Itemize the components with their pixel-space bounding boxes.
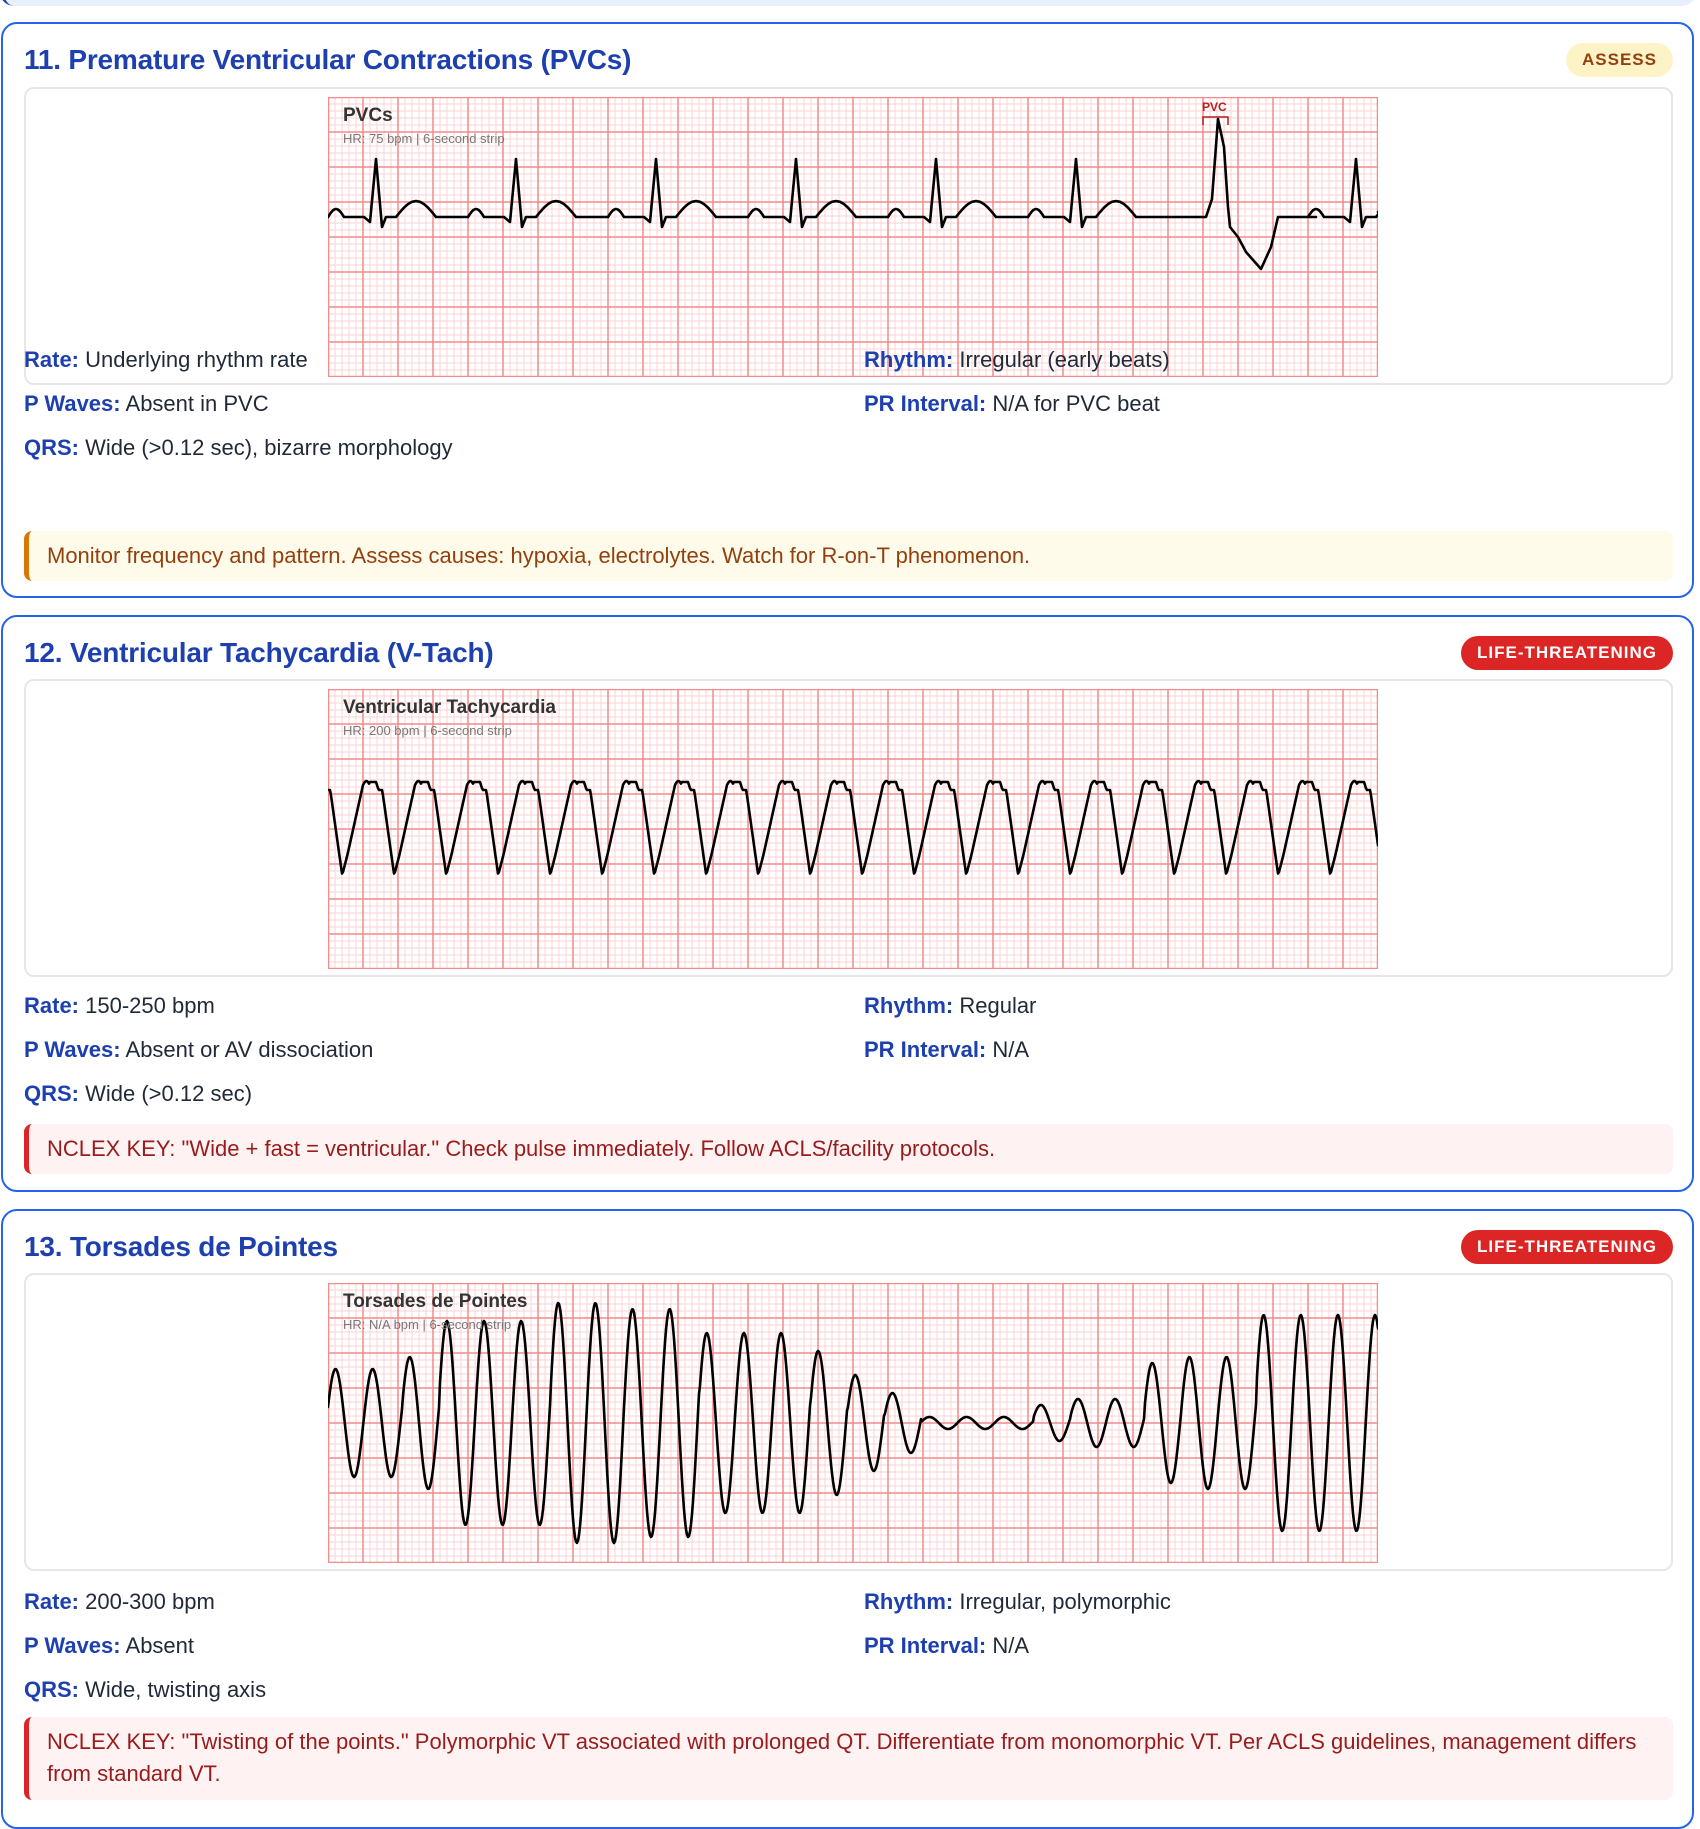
- nclex-key-note: NCLEX KEY: "Twisting of the points." Pol…: [24, 1717, 1673, 1800]
- strip-subtitle: HR: 75 bpm | 6-second strip: [343, 131, 505, 146]
- nclex-key-note: NCLEX KEY: "Wide + fast = ventricular." …: [24, 1124, 1673, 1174]
- strip-title: Ventricular Tachycardia: [343, 697, 556, 718]
- card-title: 12. Ventricular Tachycardia (V-Tach): [24, 637, 494, 668]
- strip-subtitle: HR: 200 bpm | 6-second strip: [343, 723, 512, 738]
- status-badge: LIFE-THREATENING: [1460, 1230, 1673, 1264]
- rate-field: Rate: 200-300 bpm: [24, 1589, 215, 1614]
- qrs-field: QRS: Wide (>0.12 sec): [24, 1081, 253, 1106]
- svg-text:PVC: PVC: [1202, 100, 1227, 114]
- ecg-strip: Torsades de Pointes HR: N/A bpm | 6-seco…: [328, 1283, 1378, 1563]
- rhythm-card-vtach: 12. Ventricular Tachycardia (V-Tach) LIF…: [1, 615, 1694, 1192]
- ecg-strip-container: Ventricular Tachycardia HR: 200 bpm | 6-…: [24, 679, 1673, 977]
- rhythm-card-pvc: 11. Premature Ventricular Contractions (…: [1, 22, 1694, 598]
- ecg-waveform: [328, 1283, 1378, 1563]
- strip-title: Torsades de Pointes: [343, 1291, 528, 1312]
- clinical-note: Monitor frequency and pattern. Assess ca…: [24, 531, 1673, 581]
- rate-field: Rate: Underlying rhythm rate: [24, 347, 308, 372]
- strip-title: PVCs: [343, 105, 393, 126]
- p-waves-field: P Waves: Absent or AV dissociation: [24, 1037, 374, 1062]
- rate-field: Rate: 150-250 bpm: [24, 993, 215, 1018]
- ecg-strip-container: Torsades de Pointes HR: N/A bpm | 6-seco…: [24, 1273, 1673, 1571]
- card-title: 13. Torsades de Pointes: [24, 1231, 338, 1262]
- ecg-waveform: PVC: [328, 97, 1378, 377]
- rhythm-card-torsades: 13. Torsades de Pointes LIFE-THREATENING…: [1, 1209, 1694, 1829]
- pr-interval-field: PR Interval: N/A for PVC beat: [864, 391, 1160, 416]
- p-waves-field: P Waves: Absent in PVC: [24, 391, 269, 416]
- qrs-field: QRS: Wide, twisting axis: [24, 1677, 267, 1702]
- p-waves-field: P Waves: Absent: [24, 1633, 195, 1658]
- pr-interval-field: PR Interval: N/A: [864, 1037, 1030, 1062]
- strip-subtitle: HR: N/A bpm | 6-second strip: [343, 1317, 512, 1332]
- status-badge: ASSESS: [1566, 43, 1673, 77]
- rhythm-field: Rhythm: Irregular, polymorphic: [864, 1589, 1171, 1614]
- previous-section-edge: [0, 0, 1696, 6]
- ecg-waveform: [328, 689, 1378, 969]
- ecg-strip: PVC PVCs HR: 75 bpm | 6-second strip: [328, 97, 1378, 377]
- ecg-strip-container: PVC PVCs HR: 75 bpm | 6-second strip: [24, 87, 1673, 385]
- rhythm-field: Rhythm: Irregular (early beats): [864, 347, 1170, 372]
- ecg-strip: Ventricular Tachycardia HR: 200 bpm | 6-…: [328, 689, 1378, 969]
- qrs-field: QRS: Wide (>0.12 sec), bizarre morpholog…: [24, 435, 453, 460]
- rhythm-field: Rhythm: Regular: [864, 993, 1037, 1018]
- pr-interval-field: PR Interval: N/A: [864, 1633, 1030, 1658]
- status-badge: LIFE-THREATENING: [1460, 636, 1673, 670]
- card-title: 11. Premature Ventricular Contractions (…: [24, 44, 632, 75]
